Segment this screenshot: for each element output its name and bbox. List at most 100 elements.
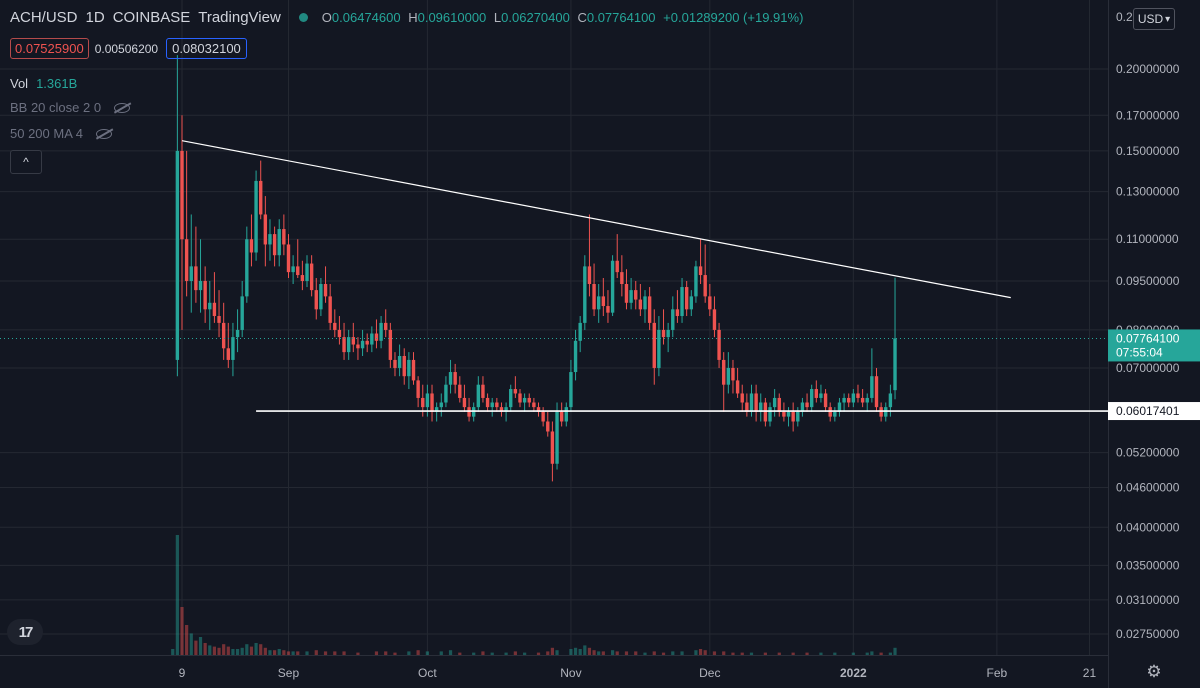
volume-bar bbox=[384, 651, 388, 655]
candle-body bbox=[828, 407, 832, 417]
candle-body bbox=[333, 322, 337, 330]
last-price-label: 0.07764100 bbox=[1116, 331, 1180, 345]
volume-bar bbox=[208, 645, 212, 655]
support-label: 0.06017401 bbox=[1116, 404, 1180, 418]
x-tick-label: Nov bbox=[560, 666, 581, 680]
volume-bar bbox=[185, 625, 189, 655]
candle-body bbox=[615, 260, 619, 273]
x-tick-label: 9 bbox=[179, 666, 186, 680]
candle-body bbox=[643, 296, 647, 310]
y-tick-label: 0.03100000 bbox=[1116, 593, 1180, 607]
candle-body bbox=[777, 397, 781, 412]
candle-body bbox=[823, 393, 828, 408]
volume-bar bbox=[722, 651, 726, 655]
logo-glyph: 17 bbox=[18, 623, 34, 641]
volume-bar bbox=[546, 651, 550, 655]
candle-body bbox=[504, 407, 508, 412]
candle-body bbox=[833, 411, 837, 417]
y-tick-label: 0.07000000 bbox=[1116, 361, 1180, 375]
y-tick-label: 0.02750000 bbox=[1116, 627, 1180, 641]
settings-button[interactable]: ⚙ bbox=[1144, 662, 1164, 682]
candle-body bbox=[606, 306, 610, 313]
bid-price[interactable]: 0.07525900 bbox=[10, 38, 89, 59]
volume-bar bbox=[198, 637, 203, 655]
candle-body bbox=[652, 322, 656, 368]
volume-bar bbox=[694, 650, 698, 655]
candle-body bbox=[240, 296, 244, 330]
candle-body bbox=[768, 407, 772, 422]
x-tick-label: Sep bbox=[278, 666, 300, 680]
candle-body bbox=[245, 239, 249, 297]
volume-bar bbox=[731, 652, 735, 655]
candle-body bbox=[564, 407, 568, 422]
volume-bar bbox=[314, 650, 318, 655]
candle-body bbox=[522, 397, 527, 403]
volume-bar bbox=[356, 652, 360, 655]
ma-legend[interactable]: 50 200 MA 4 bbox=[10, 126, 113, 141]
y-tick-label: 0.20000000 bbox=[1116, 62, 1180, 76]
volume-bar bbox=[661, 652, 666, 655]
currency-select[interactable]: USD ▾ bbox=[1133, 8, 1175, 30]
candle-body bbox=[337, 329, 342, 338]
drawings[interactable] bbox=[0, 140, 1108, 412]
volume-bar bbox=[643, 652, 647, 655]
candle-body bbox=[175, 150, 180, 360]
eye-hidden-icon[interactable] bbox=[95, 128, 113, 140]
candle-body bbox=[254, 180, 258, 253]
volume-legend[interactable]: Vol 1.361B bbox=[10, 76, 77, 91]
y-tick-label: 0.05200000 bbox=[1116, 446, 1180, 460]
candle-body bbox=[430, 393, 434, 412]
candle-body bbox=[559, 411, 564, 422]
candle-body bbox=[754, 393, 758, 412]
candle-body bbox=[786, 411, 791, 417]
candle-body bbox=[814, 389, 819, 398]
candle-body bbox=[671, 309, 675, 330]
x-tick-label: Oct bbox=[418, 666, 437, 680]
candle-body bbox=[444, 384, 448, 403]
candle-body bbox=[782, 411, 786, 417]
symbol-legend[interactable]: ACH/USD 1D COINBASE TradingView O0.06474… bbox=[10, 9, 803, 26]
candle-body bbox=[259, 180, 263, 215]
volume-bar bbox=[504, 652, 508, 655]
collapse-legend-button[interactable]: ^ bbox=[10, 150, 42, 174]
eye-hidden-icon[interactable] bbox=[113, 102, 131, 114]
volume-bar bbox=[805, 652, 809, 655]
candle-body bbox=[893, 338, 897, 391]
bollinger-legend[interactable]: BB 20 close 2 0 bbox=[10, 100, 131, 115]
volume-bar bbox=[259, 644, 263, 655]
volume-bar bbox=[282, 650, 286, 655]
candle-body bbox=[407, 359, 411, 377]
volume-bar bbox=[698, 649, 703, 655]
candle-body bbox=[296, 266, 300, 276]
candle-body bbox=[800, 402, 805, 412]
candle-body bbox=[305, 263, 309, 281]
volume-bar bbox=[624, 651, 629, 655]
candle-body bbox=[879, 407, 883, 417]
last-price-label-bg bbox=[1108, 329, 1200, 362]
volume-bar bbox=[893, 647, 897, 655]
candle-body bbox=[851, 393, 856, 403]
volume-bar bbox=[523, 652, 527, 655]
candle-body bbox=[212, 302, 217, 317]
volume-bar bbox=[194, 640, 198, 655]
candle-body bbox=[323, 283, 328, 297]
volume-bar bbox=[291, 651, 295, 655]
candle-body bbox=[194, 266, 198, 291]
candle-body bbox=[638, 299, 643, 310]
candle-body bbox=[282, 229, 286, 245]
volume-bar bbox=[226, 646, 230, 655]
candle-body bbox=[319, 283, 323, 310]
candle-body bbox=[416, 380, 420, 398]
candle-body bbox=[763, 402, 768, 422]
volume-bar bbox=[342, 651, 346, 655]
candle-body bbox=[393, 359, 397, 368]
candle-body bbox=[694, 266, 698, 297]
candle-body bbox=[657, 329, 661, 368]
volume-bar bbox=[273, 650, 277, 655]
ask-price[interactable]: 0.08032100 bbox=[166, 38, 247, 59]
ohlc-values: O0.06474600 H0.09610000 L0.06270400 C0.0… bbox=[321, 10, 804, 25]
candle-body bbox=[819, 393, 823, 398]
tradingview-logo-icon[interactable]: 17 bbox=[7, 619, 43, 645]
candle-body bbox=[634, 290, 638, 300]
